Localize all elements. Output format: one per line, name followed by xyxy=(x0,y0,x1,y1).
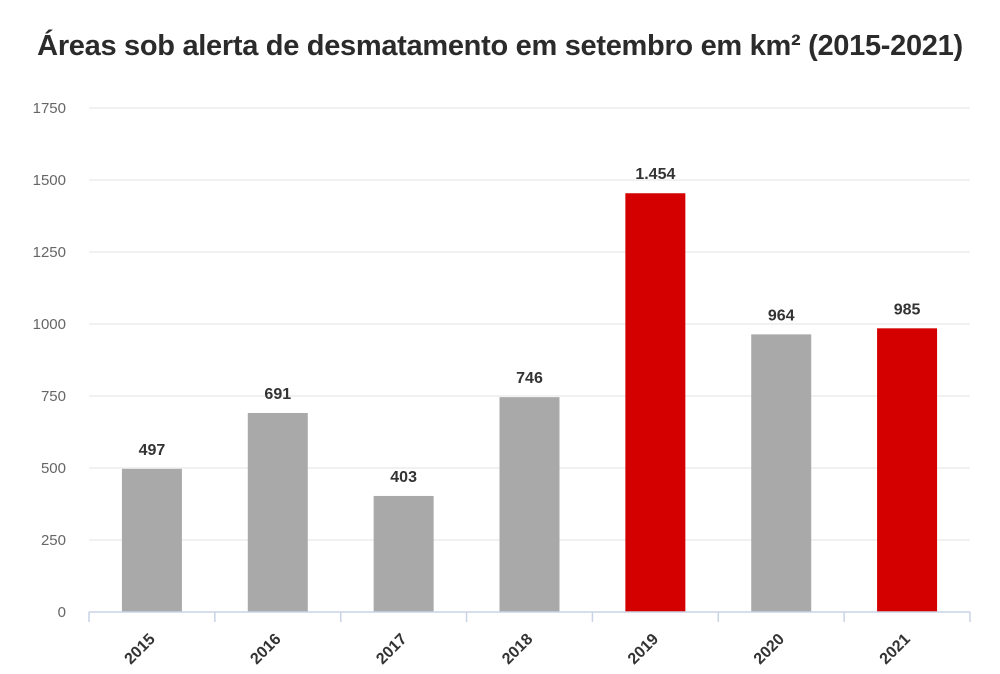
bar-2019 xyxy=(625,193,686,613)
x-tick-label-2020: 2020 xyxy=(751,631,788,668)
data-label-2017: 403 xyxy=(390,469,417,486)
x-tick-label-2018: 2018 xyxy=(499,631,536,668)
data-label-2021: 985 xyxy=(894,301,921,318)
bar-2016 xyxy=(247,412,308,612)
x-tick-label-2016: 2016 xyxy=(247,631,284,668)
y-tick-label: 0 xyxy=(58,604,66,621)
y-tick-label: 1750 xyxy=(33,100,66,117)
x-tick-label-2021: 2021 xyxy=(877,631,914,668)
data-label-2015: 497 xyxy=(139,442,166,459)
bar-2018 xyxy=(499,397,560,612)
chart-title: Áreas sob alerta de desmatamento em sete… xyxy=(37,30,963,62)
y-tick-label: 1000 xyxy=(33,316,66,333)
data-label-2016: 691 xyxy=(264,386,291,403)
y-tick-label: 250 xyxy=(41,532,66,549)
data-label-2018: 746 xyxy=(516,370,543,387)
data-labels: 497 691 403 746 1.454 964 985 xyxy=(139,166,921,486)
y-tick-label: 500 xyxy=(41,460,66,477)
x-tick-label-2015: 2015 xyxy=(122,631,159,668)
y-tick-label: 1250 xyxy=(33,244,66,261)
bar-2017 xyxy=(373,495,434,612)
y-tick-label: 750 xyxy=(41,388,66,405)
y-tick-label: 1500 xyxy=(33,172,66,189)
bar-2020 xyxy=(751,334,812,612)
x-tick-label-2019: 2019 xyxy=(625,631,662,668)
bar-2015 xyxy=(121,468,182,612)
data-label-2019: 1.454 xyxy=(635,166,675,183)
bars xyxy=(121,193,938,613)
data-label-2020: 964 xyxy=(768,307,795,324)
bar-2021 xyxy=(877,328,938,612)
x-axis-ticks: 2015 2016 2017 2018 2019 2020 2021 xyxy=(122,631,914,668)
y-axis-ticks: 0 250 500 750 1000 1250 1500 1750 xyxy=(33,100,66,621)
x-axis xyxy=(88,611,971,622)
x-tick-label-2017: 2017 xyxy=(373,631,410,668)
